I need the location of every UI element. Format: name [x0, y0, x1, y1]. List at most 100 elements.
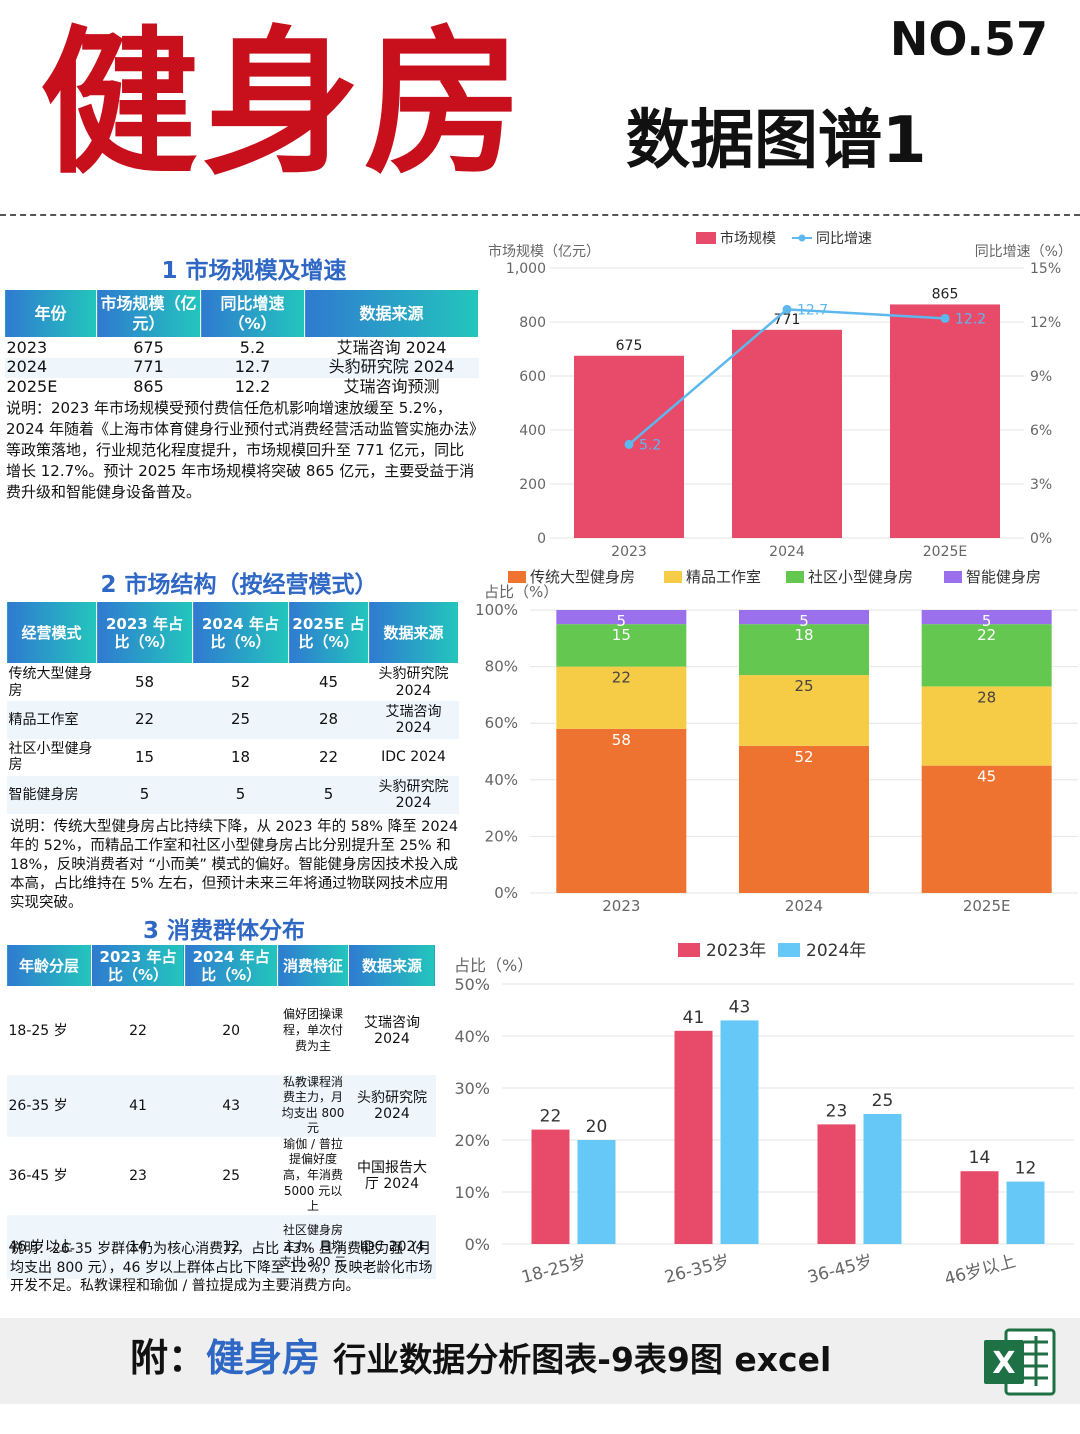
table-cell: 52 [230, 672, 251, 691]
col-header: 经营模式 [6, 601, 97, 664]
table-cell: IDC 2024 [348, 1214, 436, 1279]
col-header: 市场规模（亿元） [96, 289, 201, 338]
x-tick-label: 2023 [611, 544, 647, 560]
table-cell: 瑜伽 / 普拉提偏好度高，年消费 5000 元以上 [283, 1136, 344, 1214]
legend-label: 传统大型健身房 [530, 568, 635, 586]
y-tick-label: 60% [485, 714, 518, 732]
table-row: 精品工作室 22 25 28 艾瑞咨询 2024 [6, 701, 459, 739]
bar-value-label: 20 [586, 1117, 608, 1137]
y-tick-label: 1,000 [506, 261, 546, 277]
table-cell: 771 [96, 357, 201, 378]
y2-tick-label: 15% [1030, 261, 1061, 277]
stacked-bar-segment [556, 624, 687, 667]
table-cell: 艾瑞咨询 2024 [368, 701, 459, 739]
section1-title: 1 市场规模及增速 [161, 258, 347, 284]
y-axis-label: 占比（%） [454, 956, 533, 975]
table-cell: 23 [129, 1167, 147, 1184]
x-tick-label: 46岁以上 [942, 1252, 1017, 1286]
section2-note: 说明：传统大型健身房占比持续下降，从 2023 年的 58% 降至 2024 年… [10, 819, 459, 911]
segment-value-label: 52 [794, 748, 813, 766]
bar [1006, 1181, 1045, 1244]
market-structure-table: 经营模式 2023 年占比（%） 2024 年占比（%） 2025E 占比（%）… [6, 601, 459, 814]
legend-swatch [696, 232, 716, 244]
table-cell: 45 [318, 672, 339, 691]
segment-value-label: 58 [612, 731, 631, 749]
y-tick-label: 400 [519, 423, 546, 439]
table-cell: 14 [91, 1214, 185, 1279]
segment-value-label: 5 [799, 612, 809, 630]
stacked-bar-segment [921, 610, 1052, 625]
line-point [782, 304, 792, 314]
y-tick-label: 30% [454, 1079, 490, 1098]
table-cell: 25 [192, 701, 289, 739]
legend-swatch [786, 571, 804, 583]
issue-number: NO.57 [889, 12, 1048, 66]
table-cell: 2024 [4, 357, 97, 378]
section1-note: 说明：2023 年市场规模受预付费信任危机影响增速放缓至 5.2%，2024 年… [6, 399, 477, 501]
legend-label: 智能健身房 [966, 568, 1041, 586]
legend-label: 2023年 [706, 941, 766, 961]
table-row: 26-35 岁 41 43 私教课程消费主力，月均支出 800 元头豹研究院 2024 [6, 1074, 436, 1137]
table-cell: 865 [133, 377, 164, 397]
table-row: 社区小型健身房 15 18 22 IDC 2024 [7, 739, 459, 777]
table-cell: 精品工作室 [6, 701, 97, 739]
table-cell: 22 [96, 701, 193, 739]
y-tick-label: 100% [475, 601, 518, 619]
line-value-label: 12.7 [797, 302, 828, 318]
table-cell: 18 [230, 747, 251, 766]
bar-value-label: 41 [683, 1008, 705, 1028]
col-header: 数据来源 [368, 601, 459, 664]
segment-value-label: 28 [977, 688, 996, 706]
table-cell: 艾瑞咨询 2024 [363, 1014, 420, 1047]
table-row: 36-45 岁 23 25 瑜伽 / 普拉提偏好度高，年消费 5000 元以上 中国报告… [7, 1137, 436, 1215]
stacked-bar-segment [556, 728, 687, 893]
x-tick-label: 2024 [769, 544, 805, 560]
bar-value-label: 25 [872, 1091, 894, 1111]
stacked-bar-segment [921, 624, 1052, 687]
x-tick-label: 36-45岁 [805, 1252, 874, 1286]
table-cell: 22 [318, 747, 339, 766]
table-cell: 18-25 岁 [8, 1022, 68, 1039]
table-cell: 36-45 岁 [8, 1167, 68, 1184]
y2-axis-label: 同比增速（%） [975, 244, 1072, 260]
stacked-bar-segment [921, 765, 1052, 893]
legend-label: 社区小型健身房 [808, 568, 913, 586]
stacked-bar-segment [556, 666, 687, 729]
col-header: 2023 年占比（%） [90, 944, 186, 987]
segment-value-label: 45 [977, 768, 996, 786]
y2-tick-label: 9% [1030, 369, 1052, 385]
y-tick-label: 40% [485, 771, 518, 789]
bar-value-label: 23 [826, 1101, 848, 1121]
table-cell: 25 [222, 1167, 241, 1184]
footer-prefix: 附： [130, 1336, 207, 1380]
bar [732, 329, 842, 538]
table-row: 传统大型健身房 58 52 45 头豹研究院 2024 [7, 664, 459, 702]
footer-text: 附：健身房 行业数据分析图表-9表9图 excel [130, 1334, 831, 1383]
legend-label: 2024年 [806, 941, 866, 961]
sub-title: 数据图谱1 [626, 104, 927, 178]
table-cell: 675 [133, 337, 164, 357]
col-header: 数据来源 [304, 289, 479, 338]
y-tick-label: 50% [454, 975, 490, 994]
legend-swatch [678, 943, 700, 957]
legend-label: 精品工作室 [686, 568, 761, 586]
stacked-bar-segment [556, 610, 687, 625]
bar-value-label: 675 [616, 338, 643, 354]
bar [817, 1124, 856, 1244]
table-cell: 5.2 [239, 337, 266, 357]
table-row: 2024 771 12.7 头豹研究院 2024 [4, 357, 479, 378]
col-header: 2025E 占比（%） [288, 601, 369, 664]
table-cell: 5 [192, 776, 289, 814]
bar-value-label: 22 [540, 1107, 562, 1127]
x-tick-label: 18-25岁 [519, 1252, 588, 1286]
table-cell: 12 [184, 1214, 278, 1279]
footer-bar [0, 1318, 1080, 1404]
table-cell: 社区小型健身房 [8, 741, 93, 774]
bar-value-label: 43 [729, 997, 751, 1017]
col-header: 2024 年占比（%） [192, 601, 289, 664]
y2-tick-label: 6% [1030, 423, 1052, 439]
consumer-group-table: 年龄分层 2023 年占比（%） 2024 年占比（%） 消费特征 数据来源 1… [6, 944, 437, 1279]
col-header: 年份 [4, 289, 97, 338]
table-cell: IDC 2024 [381, 749, 446, 766]
table-cell: 社区健身房主力，月均支出 300 元 [277, 1214, 349, 1279]
